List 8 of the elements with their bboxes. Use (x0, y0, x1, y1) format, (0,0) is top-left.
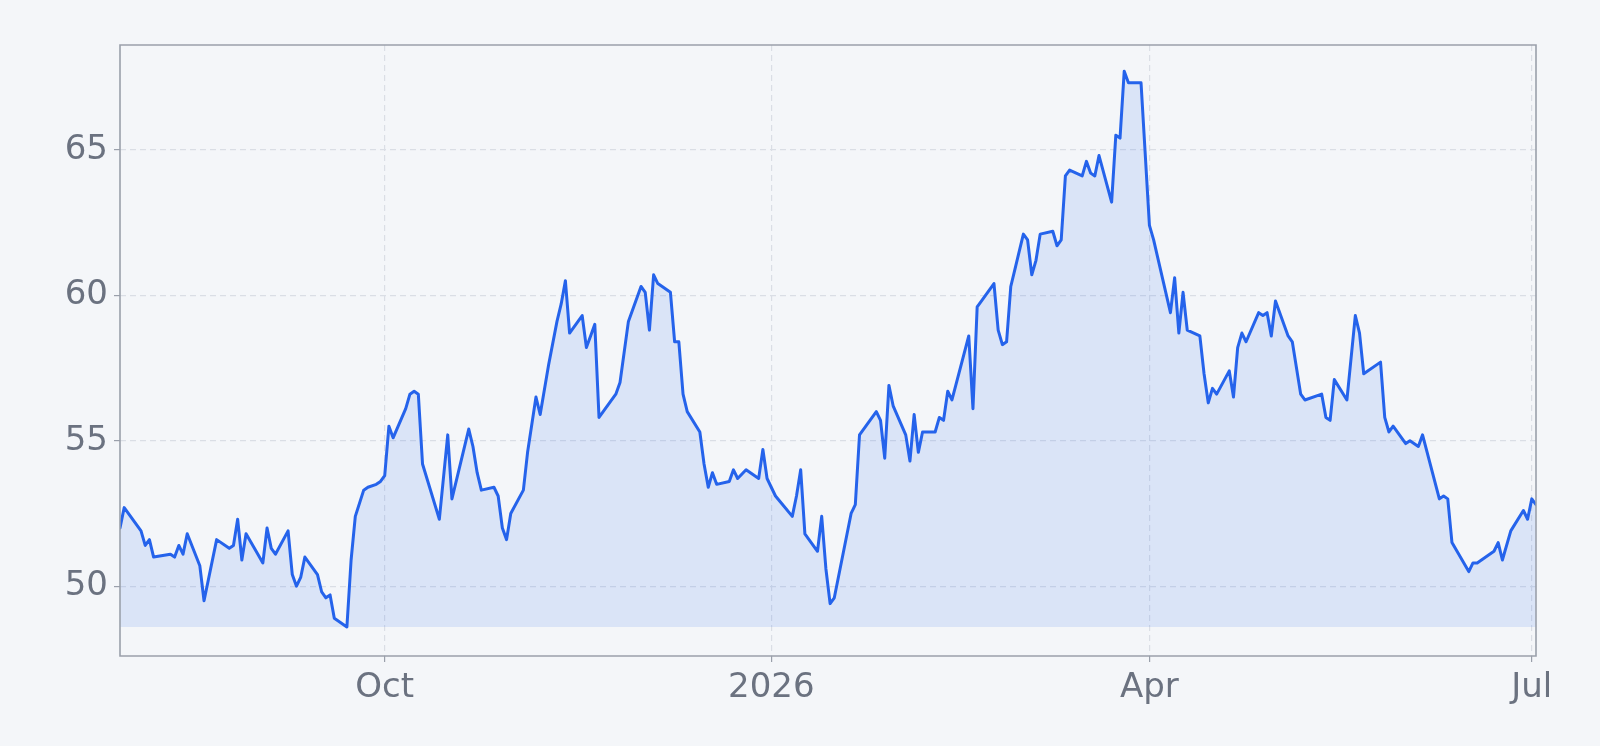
y-tick-label: 65 (64, 126, 108, 167)
y-tick-label: 55 (64, 417, 108, 458)
x-tick-label: Oct (355, 665, 415, 706)
y-tick-label: 50 (64, 563, 108, 603)
x-tick-label: 2026 (728, 665, 815, 706)
x-tick-label: Jul (1509, 665, 1553, 706)
y-tick-label: 60 (64, 272, 108, 313)
x-tick-label: Apr (1120, 665, 1179, 706)
